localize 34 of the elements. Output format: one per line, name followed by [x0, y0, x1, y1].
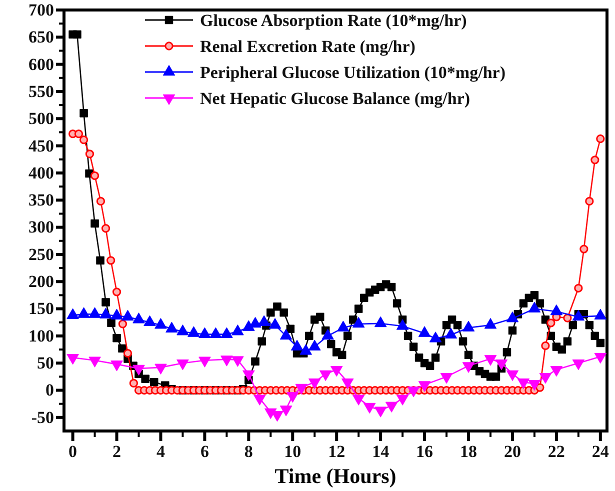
y-tick-label: 250 [28, 244, 54, 264]
y-tick-label: 650 [28, 28, 54, 47]
x-tick-label: 10 [284, 442, 302, 462]
x-tick-label: 14 [372, 442, 390, 462]
y-tick-label: -50 [31, 408, 54, 427]
y-tick-label: 300 [28, 218, 54, 237]
x-tick-label: 2 [112, 442, 122, 462]
y-tick-label: 450 [28, 136, 54, 156]
x-tick-label: 20 [504, 442, 521, 462]
y-tick-label: 400 [28, 163, 54, 182]
y-tick-label: 100 [28, 326, 54, 346]
x-tick-label: 12 [328, 442, 346, 462]
x-tick-label: 6 [200, 442, 209, 462]
y-tick-label: 600 [28, 54, 54, 74]
y-tick-label: 700 [28, 0, 54, 20]
legend-label: Net Hepatic Glucose Balance (mg/hr) [200, 89, 470, 108]
y-tick-label: 150 [28, 299, 54, 318]
y-tick-label: 0 [46, 380, 54, 400]
y-tick-label: 200 [28, 272, 54, 292]
legend-label: Glucose Absorption Rate (10*mg/hr) [200, 11, 467, 30]
x-tick-label: 0 [68, 442, 78, 462]
y-tick-label: 550 [28, 82, 54, 101]
y-tick-label: 500 [28, 109, 54, 128]
y-tick-label: 50 [37, 354, 54, 373]
x-tick-label: 8 [244, 442, 253, 462]
y-tick-label: 350 [28, 190, 54, 210]
x-axis-title: Time (Hours) [274, 464, 396, 488]
legend-label: Peripheral Glucose Utilization (10*mg/hr) [200, 63, 506, 82]
x-tick-label: 16 [416, 442, 434, 462]
x-tick-label: 22 [548, 442, 565, 462]
x-tick-label: 24 [592, 442, 610, 462]
legend-label: Renal Excretion Rate (mg/hr) [200, 37, 416, 56]
x-tick-label: 18 [460, 442, 477, 462]
x-tick-label: 4 [156, 442, 166, 462]
